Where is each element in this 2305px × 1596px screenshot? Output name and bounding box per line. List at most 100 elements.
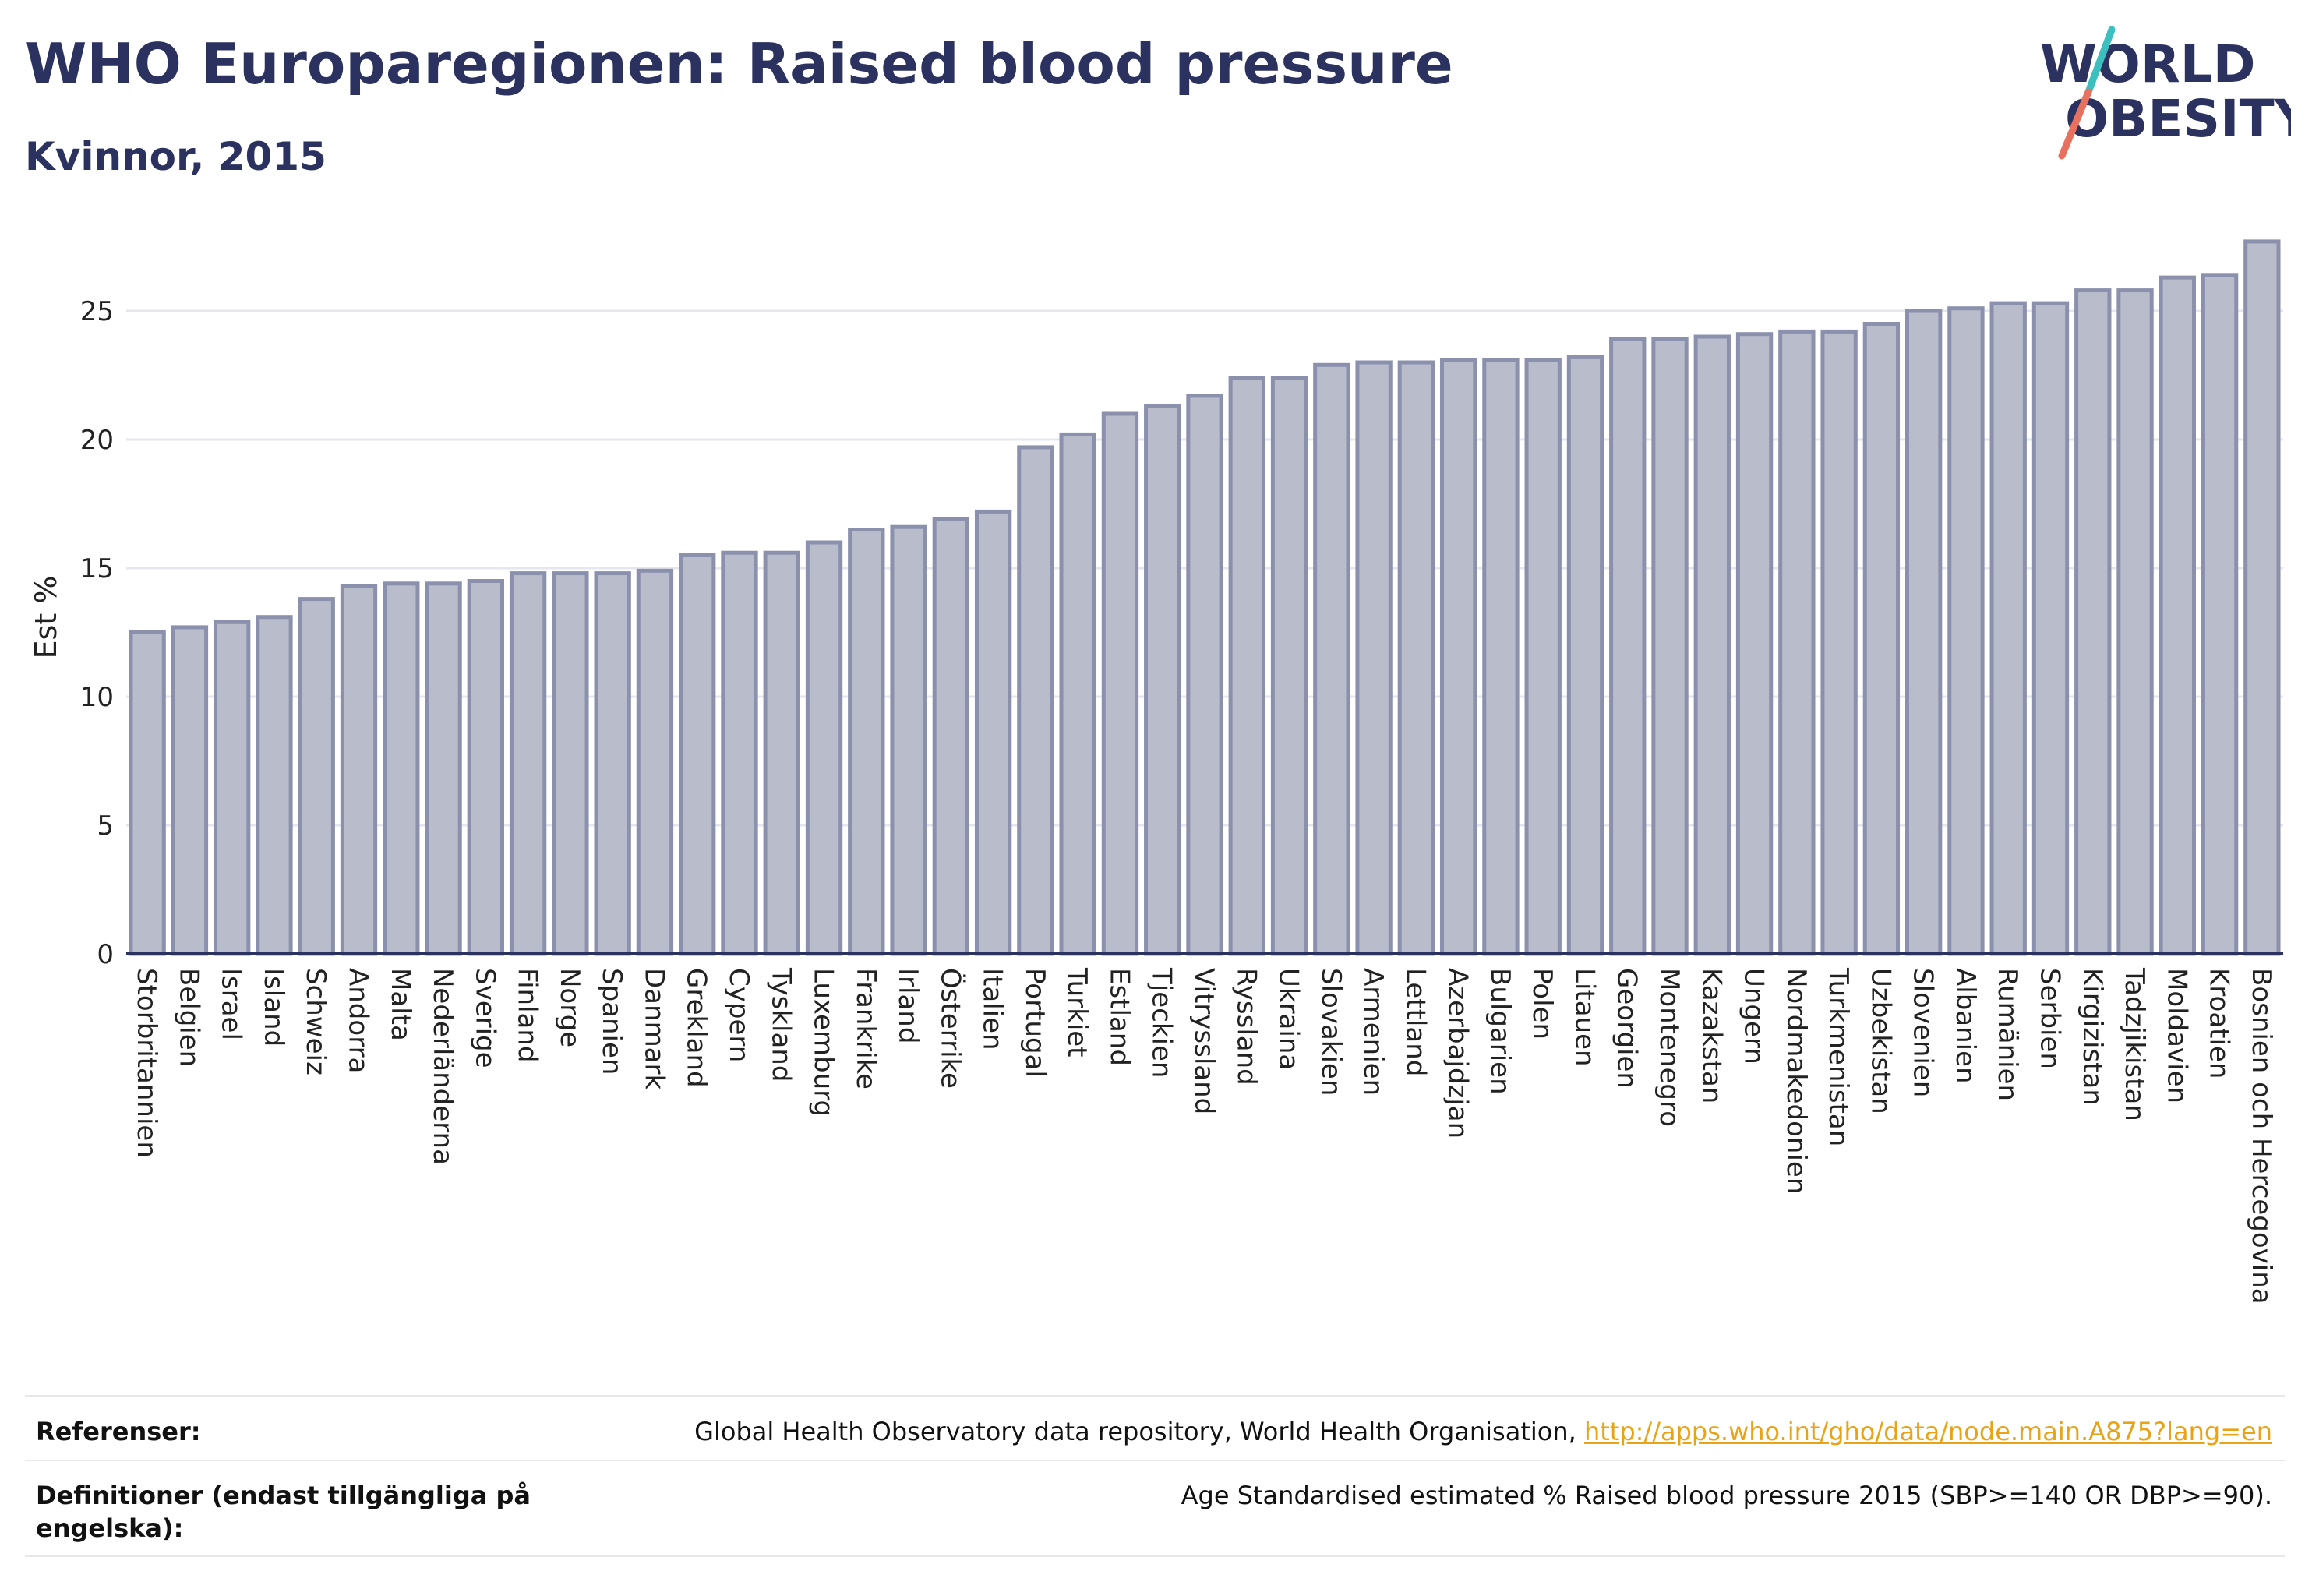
x-tick-label: Spanien xyxy=(596,968,627,1075)
bar xyxy=(1313,362,1350,956)
x-tick-label: Slovakien xyxy=(1315,968,1347,1096)
x-tick-label: Georgien xyxy=(1611,968,1643,1089)
bar xyxy=(1524,358,1562,956)
y-tick-label: 25 xyxy=(80,296,114,327)
references-source: Global Health Observatory data repositor… xyxy=(694,1417,1584,1446)
x-tick-label: Italien xyxy=(977,968,1008,1050)
x-tick-label: Uzbekistan xyxy=(1865,968,1896,1114)
bar xyxy=(1693,334,1731,956)
bar xyxy=(932,517,970,956)
x-tick-label: Montenegro xyxy=(1654,968,1685,1127)
x-tick-label: Nederländerna xyxy=(427,968,458,1165)
x-tick-label: Tyskland xyxy=(765,967,796,1082)
bar xyxy=(1862,322,1901,956)
x-tick-label: Ukraina xyxy=(1273,968,1304,1070)
definitions-label: Definitioner (endast tillgängliga på eng… xyxy=(36,1481,531,1543)
world-obesity-logo: WORLD OBESITY xyxy=(2040,26,2291,160)
x-tick-label: Tjeckien xyxy=(1146,967,1177,1078)
x-tick-label: Armenien xyxy=(1357,968,1389,1096)
x-tick-label: Andorra xyxy=(343,968,374,1073)
bar xyxy=(1144,404,1181,956)
x-tick-label: Irland xyxy=(892,968,923,1043)
x-tick-label: Turkiet xyxy=(1061,967,1092,1058)
bar xyxy=(2201,273,2239,956)
bar xyxy=(1989,301,2027,956)
x-tick-label: Polen xyxy=(1527,968,1558,1040)
bar xyxy=(1947,306,1985,956)
x-tick-label: Vitryssland xyxy=(1188,968,1220,1114)
bar xyxy=(171,625,209,956)
y-tick-label: 10 xyxy=(80,682,114,713)
bar xyxy=(298,597,335,956)
x-tick-label: Albanien xyxy=(1950,968,1981,1084)
references-link[interactable]: http://apps.who.int/gho/data/node.main.A… xyxy=(1583,1417,2272,1446)
x-tick-label: Island xyxy=(258,968,289,1047)
bar xyxy=(340,584,378,956)
x-tick-label: Moldavien xyxy=(2161,968,2192,1103)
y-tick-label: 15 xyxy=(80,553,114,584)
bar xyxy=(1439,358,1477,956)
logo-slash-teal xyxy=(2084,26,2116,96)
x-tick-label: Kroatien xyxy=(2204,968,2235,1079)
x-tick-label: Estland xyxy=(1103,968,1135,1066)
bar xyxy=(383,581,420,956)
bar xyxy=(1186,394,1223,956)
bar xyxy=(974,509,1012,956)
y-tick-label: 0 xyxy=(97,939,114,970)
bar xyxy=(679,553,716,956)
bar xyxy=(214,620,251,956)
bar xyxy=(1778,329,1816,956)
bar xyxy=(1820,329,1858,956)
x-tick-label: Serbien xyxy=(2034,968,2065,1069)
x-tick-label: Österrike xyxy=(934,968,966,1089)
bar xyxy=(1059,432,1096,956)
x-tick-label: Storbritannien xyxy=(131,968,162,1158)
footer-divider-top xyxy=(25,1395,2285,1396)
x-tick-label: Luxemburg xyxy=(808,968,839,1117)
x-tick-label: Litauen xyxy=(1569,968,1600,1067)
bar xyxy=(1735,332,1774,956)
bar xyxy=(425,581,462,956)
bar xyxy=(1482,358,1520,956)
y-tick-label: 20 xyxy=(80,425,114,456)
chart-title: WHO Europaregionen: Raised blood pressur… xyxy=(25,31,1453,97)
x-tick-label: Schweiz xyxy=(300,968,331,1075)
bar xyxy=(1228,376,1265,956)
bar xyxy=(552,571,589,956)
x-tick-label: Rumänien xyxy=(1992,968,2023,1101)
bar xyxy=(1270,376,1308,956)
x-tick-label: Lettland xyxy=(1400,968,1431,1076)
bar xyxy=(805,540,843,956)
bar xyxy=(509,571,547,956)
bar xyxy=(1355,360,1393,956)
bar xyxy=(1904,309,1943,956)
x-tick-label: Belgien xyxy=(173,968,204,1067)
bar xyxy=(129,630,166,956)
logo-slash-coral xyxy=(2058,88,2092,160)
references-text: Global Health Observatory data repositor… xyxy=(694,1417,2272,1446)
bar-chart: 0 5 10 15 20 25 Est % Storbritannien Belgien Isra… xyxy=(29,239,2283,1305)
y-axis-label: Est % xyxy=(29,576,63,659)
x-tick-label: Turkmenistan xyxy=(1823,967,1854,1146)
bar xyxy=(890,524,927,956)
x-tick-label: Malta xyxy=(385,968,416,1041)
x-tick-label: Slovenien xyxy=(1908,968,1939,1097)
bar xyxy=(1609,337,1647,956)
footer-divider-bottom xyxy=(25,1555,2285,1557)
bar xyxy=(2243,239,2281,956)
x-tick-label: Ryssland xyxy=(1230,968,1262,1086)
logo-word-world: WORLD xyxy=(2040,34,2256,94)
definitions-text: Age Standardised estimated % Raised bloo… xyxy=(1181,1481,2272,1510)
x-tick-label: Finland xyxy=(512,968,543,1063)
x-tick-label: Azerbajdzjan xyxy=(1442,968,1474,1139)
x-tick-label: Ungern xyxy=(1738,968,1770,1065)
bar xyxy=(594,571,631,956)
bar xyxy=(2074,288,2112,956)
references-label: Referenser: xyxy=(36,1417,201,1446)
bar xyxy=(721,550,758,956)
x-tick-label: Bosnien och Hercegovina xyxy=(2246,968,2277,1305)
x-tick-label: Grekland xyxy=(681,968,712,1088)
bar xyxy=(256,615,293,956)
bar xyxy=(763,550,800,956)
bar xyxy=(467,579,505,956)
